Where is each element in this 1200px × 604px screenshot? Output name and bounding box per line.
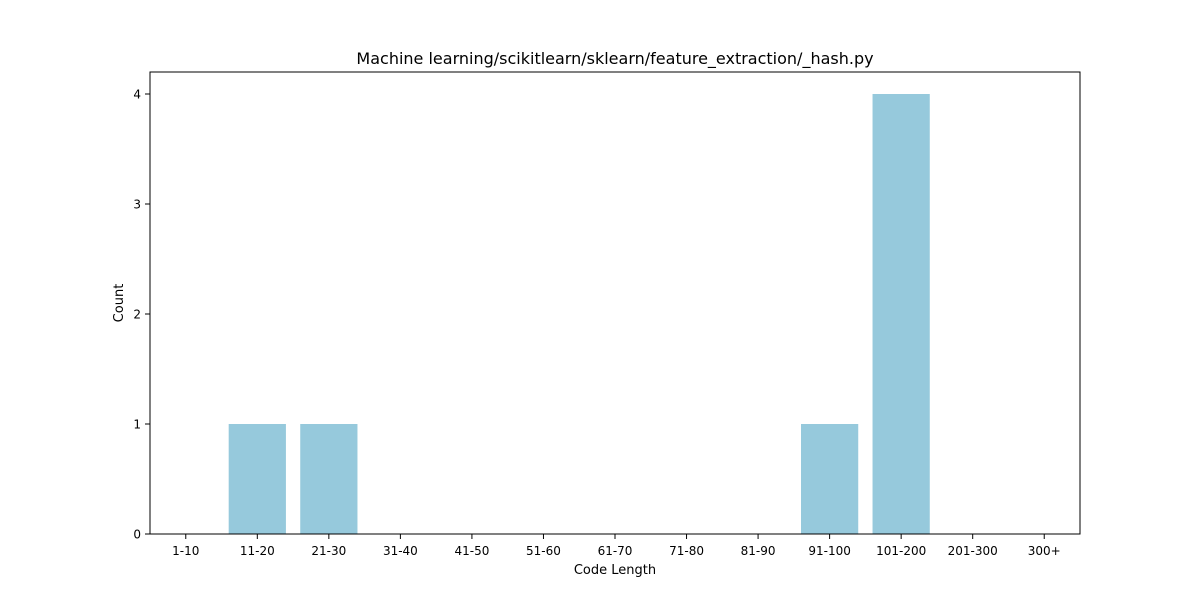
- x-tick-label: 71-80: [669, 544, 704, 558]
- x-tick-label: 1-10: [172, 544, 199, 558]
- y-tick-label: 1: [133, 418, 141, 432]
- x-tick-label: 101-200: [876, 544, 926, 558]
- y-tick-label: 2: [133, 308, 141, 322]
- x-tick-label: 61-70: [598, 544, 633, 558]
- x-tick-label: 201-300: [948, 544, 998, 558]
- y-tick-label: 4: [133, 88, 141, 102]
- bar-91-100: [801, 424, 859, 534]
- x-tick-label: 31-40: [383, 544, 418, 558]
- bars-layer: [228, 94, 930, 534]
- x-axis: 1-10 11-20 21-30 31-40 41-50 51-60 61-70 71-80 8…: [172, 534, 1061, 558]
- x-tick-label: 300+: [1028, 544, 1061, 558]
- plot-area-frame: [149, 71, 1081, 535]
- y-tick-label: 3: [133, 198, 141, 212]
- y-axis-label: Count: [112, 284, 127, 323]
- x-tick-label: 41-50: [454, 544, 489, 558]
- bar-101-200: [872, 94, 930, 534]
- x-axis-label: Code Length: [574, 563, 656, 578]
- x-tick-label: 51-60: [526, 544, 561, 558]
- x-tick-label: 91-100: [808, 544, 851, 558]
- x-tick-label: 11-20: [240, 544, 275, 558]
- bar-21-30: [300, 424, 358, 534]
- y-tick-label: 0: [133, 528, 141, 542]
- chart-title: Machine learning/scikitlearn/sklearn/fea…: [356, 49, 873, 69]
- bar-11-20: [228, 424, 286, 534]
- x-tick-label: 21-30: [311, 544, 346, 558]
- y-axis: 0 1 2 3 4: [133, 88, 150, 542]
- x-tick-label: 81-90: [741, 544, 776, 558]
